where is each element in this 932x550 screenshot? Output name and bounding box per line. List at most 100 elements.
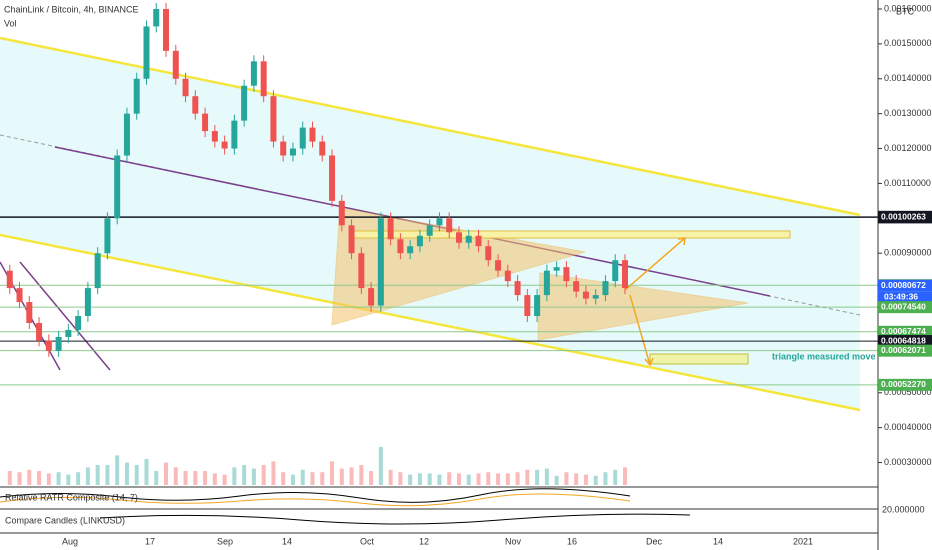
- candle: [368, 288, 375, 306]
- volume-bar: [554, 475, 559, 485]
- volume-bar: [456, 473, 461, 485]
- volume-bar: [623, 467, 627, 485]
- candle: [84, 288, 91, 317]
- candle: [153, 8, 160, 27]
- price-tick-label: 0.00040000: [884, 422, 932, 432]
- price-tick-label: 0.00110000: [884, 178, 931, 188]
- candle: [426, 225, 433, 236]
- candle: [289, 148, 296, 156]
- volume-bar: [203, 471, 208, 485]
- volume-bar: [183, 471, 188, 485]
- time-label: Sep: [217, 536, 233, 546]
- volume-bar: [85, 467, 90, 485]
- volume-bar: [466, 474, 471, 485]
- time-label: Dec: [646, 536, 663, 546]
- volume-bar: [349, 467, 354, 485]
- candle: [436, 218, 443, 226]
- volume-bar: [212, 473, 217, 485]
- price-tag: [878, 325, 932, 338]
- candle: [387, 218, 394, 240]
- candle: [270, 96, 277, 142]
- price-tick-label: 0.00160000: [884, 3, 932, 13]
- candle: [407, 246, 414, 254]
- volume-bar: [427, 473, 432, 485]
- price-tick-label: 0.00030000: [884, 457, 932, 467]
- price-tick-label: 0.00050000: [884, 387, 932, 397]
- indicator-line: [0, 493, 631, 507]
- candle: [543, 270, 550, 296]
- time-label: 2021: [793, 536, 813, 546]
- candle: [114, 155, 121, 219]
- indicator-line: [0, 488, 631, 503]
- volume-bar: [496, 473, 501, 485]
- volume-bar: [300, 469, 305, 485]
- price-tag: [878, 211, 932, 224]
- volume-bar: [339, 468, 344, 485]
- price-tag: [878, 335, 932, 348]
- candle: [622, 260, 628, 289]
- candle: [397, 239, 404, 254]
- candle: [358, 253, 365, 289]
- candle: [172, 50, 179, 79]
- candle: [377, 218, 384, 306]
- candle: [143, 26, 150, 79]
- candle: [602, 281, 609, 296]
- candle: [260, 61, 267, 97]
- compare-label: Compare Candles (LINKUSD): [5, 515, 125, 525]
- volume-bar: [115, 455, 120, 485]
- candle: [133, 78, 140, 114]
- volume-bar: [437, 474, 442, 485]
- volume-bar: [95, 465, 100, 485]
- price-tick-label: 0.00120000: [884, 143, 932, 153]
- candle: [241, 85, 248, 121]
- chart-title: ChainLink / Bitcoin, 4h, BINANCE: [4, 4, 139, 14]
- time-label: 17: [145, 536, 155, 546]
- candle: [211, 131, 218, 142]
- candle: [514, 281, 521, 296]
- candle: [612, 260, 619, 282]
- volume-label: Vol: [4, 18, 17, 28]
- volume-bar: [613, 469, 618, 485]
- candle: [582, 291, 589, 299]
- price-tag: [878, 301, 932, 314]
- channel-bottom: [0, 233, 861, 412]
- volume-bar: [505, 473, 510, 485]
- volume-bar: [134, 465, 139, 485]
- volume-bar: [476, 473, 481, 485]
- price-tag-label: 0.00064818: [881, 335, 926, 345]
- candle: [250, 61, 257, 86]
- volume-bar: [76, 472, 81, 485]
- volume-bar: [564, 472, 569, 485]
- volume-bar: [7, 471, 12, 485]
- volume-bar: [290, 474, 295, 485]
- price-tick-label: 0.00150000: [884, 38, 932, 48]
- price-tag: [878, 378, 932, 391]
- volume-bar: [17, 472, 22, 485]
- candle: [94, 253, 101, 289]
- price-tag-label: 0.00074540: [881, 301, 926, 311]
- volume-bar: [271, 461, 276, 485]
- volume-bar: [603, 472, 608, 485]
- candle: [221, 141, 228, 149]
- candle: [26, 302, 33, 323]
- volume-bar: [408, 474, 413, 485]
- price-tick-label: 0.00140000: [884, 73, 932, 83]
- volume-bar: [593, 475, 598, 485]
- volume-bar: [320, 472, 325, 485]
- candle: [534, 295, 541, 317]
- candle: [475, 235, 482, 247]
- candle: [65, 329, 72, 337]
- annotation: triangle measured move: [772, 351, 876, 361]
- volume-bar: [222, 474, 227, 485]
- volume-bar: [27, 469, 32, 485]
- candle: [465, 235, 472, 243]
- volume-bar: [173, 467, 178, 485]
- channel-top: [0, 36, 861, 217]
- volume-bar: [398, 472, 403, 485]
- candle: [553, 267, 560, 271]
- candle: [455, 232, 462, 243]
- candle: [231, 120, 238, 149]
- candle: [75, 316, 82, 330]
